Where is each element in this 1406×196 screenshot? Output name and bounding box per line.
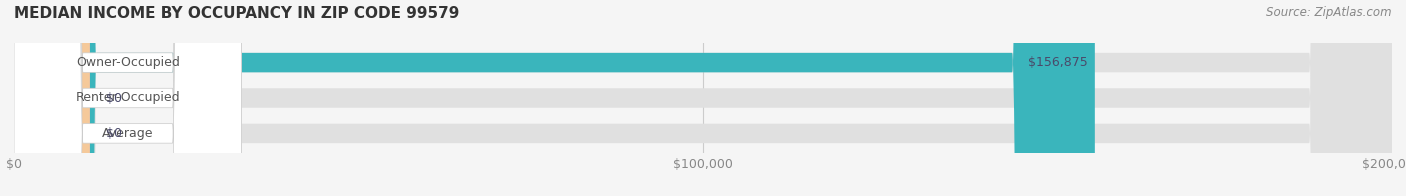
FancyBboxPatch shape <box>14 0 1095 196</box>
FancyBboxPatch shape <box>14 0 242 196</box>
Text: Source: ZipAtlas.com: Source: ZipAtlas.com <box>1267 6 1392 19</box>
Text: MEDIAN INCOME BY OCCUPANCY IN ZIP CODE 99579: MEDIAN INCOME BY OCCUPANCY IN ZIP CODE 9… <box>14 6 460 21</box>
FancyBboxPatch shape <box>14 0 1392 196</box>
FancyBboxPatch shape <box>14 0 90 196</box>
FancyBboxPatch shape <box>14 0 1392 196</box>
FancyBboxPatch shape <box>14 0 242 196</box>
Text: $0: $0 <box>107 92 122 104</box>
FancyBboxPatch shape <box>14 0 1392 196</box>
Text: $156,875: $156,875 <box>1028 56 1088 69</box>
FancyBboxPatch shape <box>14 0 242 196</box>
Text: Average: Average <box>103 127 153 140</box>
Text: Owner-Occupied: Owner-Occupied <box>76 56 180 69</box>
Text: Renter-Occupied: Renter-Occupied <box>76 92 180 104</box>
FancyBboxPatch shape <box>14 0 90 196</box>
Text: $0: $0 <box>107 127 122 140</box>
